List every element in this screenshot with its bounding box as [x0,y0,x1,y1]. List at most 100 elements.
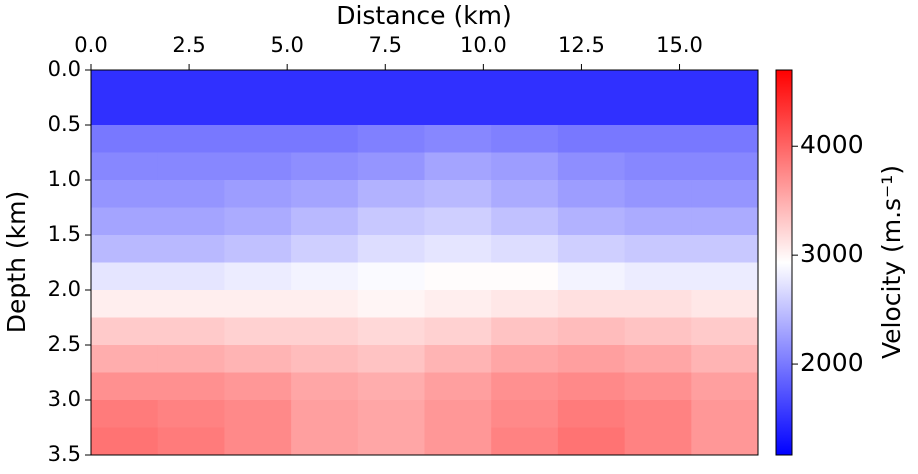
heatmap-cell [691,290,758,319]
heatmap-cell [91,345,159,374]
heatmap-cell [357,372,426,401]
heatmap-cell [424,427,492,455]
heatmap-cell [491,345,559,374]
heatmap-cell [691,97,758,126]
heatmap-cell [291,207,359,236]
heatmap-cell [624,345,692,374]
heatmap-cell [291,400,359,429]
heatmap-cell [491,262,559,291]
heatmap-cell [91,207,159,236]
heatmap-cell [224,180,292,209]
heatmap-cell [557,235,626,264]
heatmap-cell [224,372,292,401]
heatmap-cell [357,125,426,154]
heatmap-cell [91,372,159,401]
heatmap-cell [157,97,225,126]
heatmap-cell [491,400,559,429]
heatmap-cell [557,180,626,209]
heatmap-cell [557,70,626,99]
heatmap-cell [291,235,359,264]
heatmap-cell [224,400,292,429]
heatmap-cell [157,70,225,99]
heatmap-cell [291,345,359,374]
x-tick-label: 5.0 [270,33,303,57]
heatmap-cell [691,152,758,181]
heatmap-cell [91,97,159,126]
heatmap-cell [691,427,758,455]
heatmap-cell [157,317,225,346]
heatmap-cell [424,180,492,209]
y-tick-label: 3.0 [48,387,81,411]
heatmap-cell [691,345,758,374]
heatmap-cell [424,372,492,401]
heatmap-cell [91,180,159,209]
heatmap-cell [424,345,492,374]
heatmap-cell [691,235,758,264]
heatmap-cell [424,290,492,319]
heatmap-cell [291,372,359,401]
heatmap-cell [91,400,159,429]
heatmap-cell [357,345,426,374]
heatmap-cell [624,427,692,455]
heatmap-cell [357,152,426,181]
y-tick-label: 3.5 [48,442,81,466]
x-tick-label: 10.0 [460,33,507,57]
heatmap-cell [357,290,426,319]
heatmap-cell [157,262,225,291]
heatmap-cell [624,262,692,291]
plot-frame [90,69,759,456]
heatmap-cell [424,262,492,291]
heatmap-cell [224,290,292,319]
heatmap-cell [491,317,559,346]
heatmap-cell [291,70,359,99]
heatmap-cell [491,152,559,181]
heatmap-cell [357,207,426,236]
heatmap-cell [491,180,559,209]
heatmap-cell [157,152,225,181]
heatmap-cell [557,290,626,319]
colorbar-tick-label: 3000 [800,239,864,268]
y-tick-label: 0.5 [48,112,81,136]
heatmap-cell [424,97,492,126]
heatmap-cell [624,97,692,126]
x-tick-label: 7.5 [369,33,402,57]
heatmap-cell [424,235,492,264]
x-tick-label: 15.0 [656,33,703,57]
heatmap-cell [691,400,758,429]
colorbar-title: Velocity (m.s⁻¹) [877,165,906,359]
heatmap-cell [557,427,626,455]
heatmap-cell [224,262,292,291]
heatmap-cell [291,290,359,319]
heatmap-cell [224,70,292,99]
heatmap-cell [157,125,225,154]
heatmap-cell [491,97,559,126]
heatmap-cell [691,262,758,291]
heatmap-cell [357,235,426,264]
heatmap-cell [424,125,492,154]
heatmap-cell [157,290,225,319]
heatmap-cell [557,207,626,236]
heatmap-cell [357,317,426,346]
heatmap-cell [557,317,626,346]
heatmap-cell [491,427,559,455]
heatmap-cell [491,207,559,236]
heatmap-cell [624,207,692,236]
heatmap-cell [291,317,359,346]
heatmap-cell [624,152,692,181]
heatmap-cell [91,427,159,455]
y-tick-label: 2.5 [48,332,81,356]
colorbar [775,69,793,456]
x-tick-label: 0.0 [74,33,107,57]
heatmap-cell [557,400,626,429]
heatmap-cell [224,152,292,181]
heatmap-cell [424,400,492,429]
heatmap-cell [91,235,159,264]
heatmap-cell [357,97,426,126]
heatmap-cell [91,152,159,181]
heatmap-cell [557,125,626,154]
heatmap-cell [624,70,692,99]
heatmap-cell [157,345,225,374]
x-tick-label: 2.5 [172,33,205,57]
heatmap-cell [624,290,692,319]
